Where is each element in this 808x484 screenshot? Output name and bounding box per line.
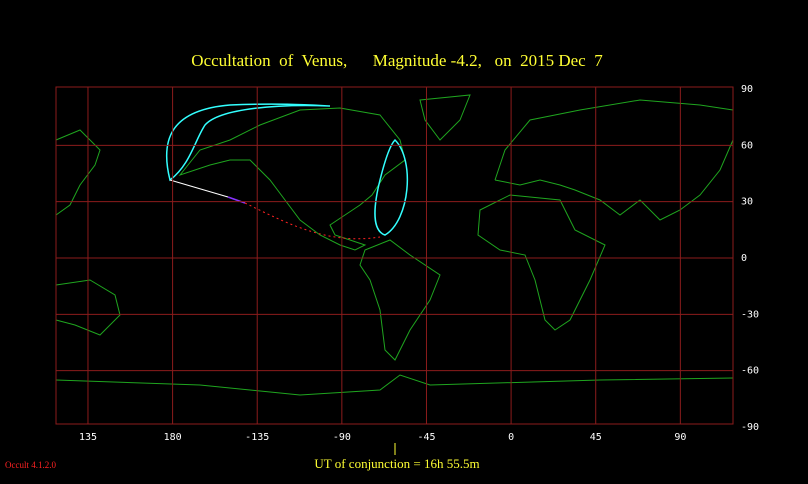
east-limit-loop [374,138,408,236]
y-tick-label: -30 [741,309,759,320]
x-tick-label: 180 [164,432,182,443]
africa [477,194,606,331]
x-tick-label: -45 [417,432,435,443]
north-america [178,107,406,251]
y-tick-label: 60 [741,140,753,151]
x-tick-label: 90 [674,432,686,443]
australia [55,279,121,336]
y-tick-label: 30 [741,197,753,208]
below-horizon-path [244,202,381,240]
west-limit-loop [165,103,331,182]
eurasia [494,99,734,221]
software-version: Occult 4.1.2.0 [5,460,56,470]
y-tick-label: 90 [741,84,753,95]
visible-path [169,179,229,198]
x-tick-label: 0 [508,432,514,443]
east-asia [55,129,101,216]
y-tick-label: -90 [741,422,759,433]
map-frame [55,86,734,425]
x-tick-label: 45 [590,432,602,443]
y-tick-label: 0 [741,253,747,264]
caption: UT of conjunction = 16h 55.5m [314,456,479,471]
x-tick-label: -135 [245,432,269,443]
y-tick-label: -60 [741,366,759,377]
greenland [419,94,471,141]
south-america [359,239,441,361]
map-title: Occultation of Venus, Magnitude -4.2, on… [191,51,603,70]
coastlines [55,94,734,396]
antarctica [55,374,734,396]
x-tick-label: -90 [333,432,351,443]
occultation-paths [165,103,408,240]
x-tick-label: 135 [79,432,97,443]
